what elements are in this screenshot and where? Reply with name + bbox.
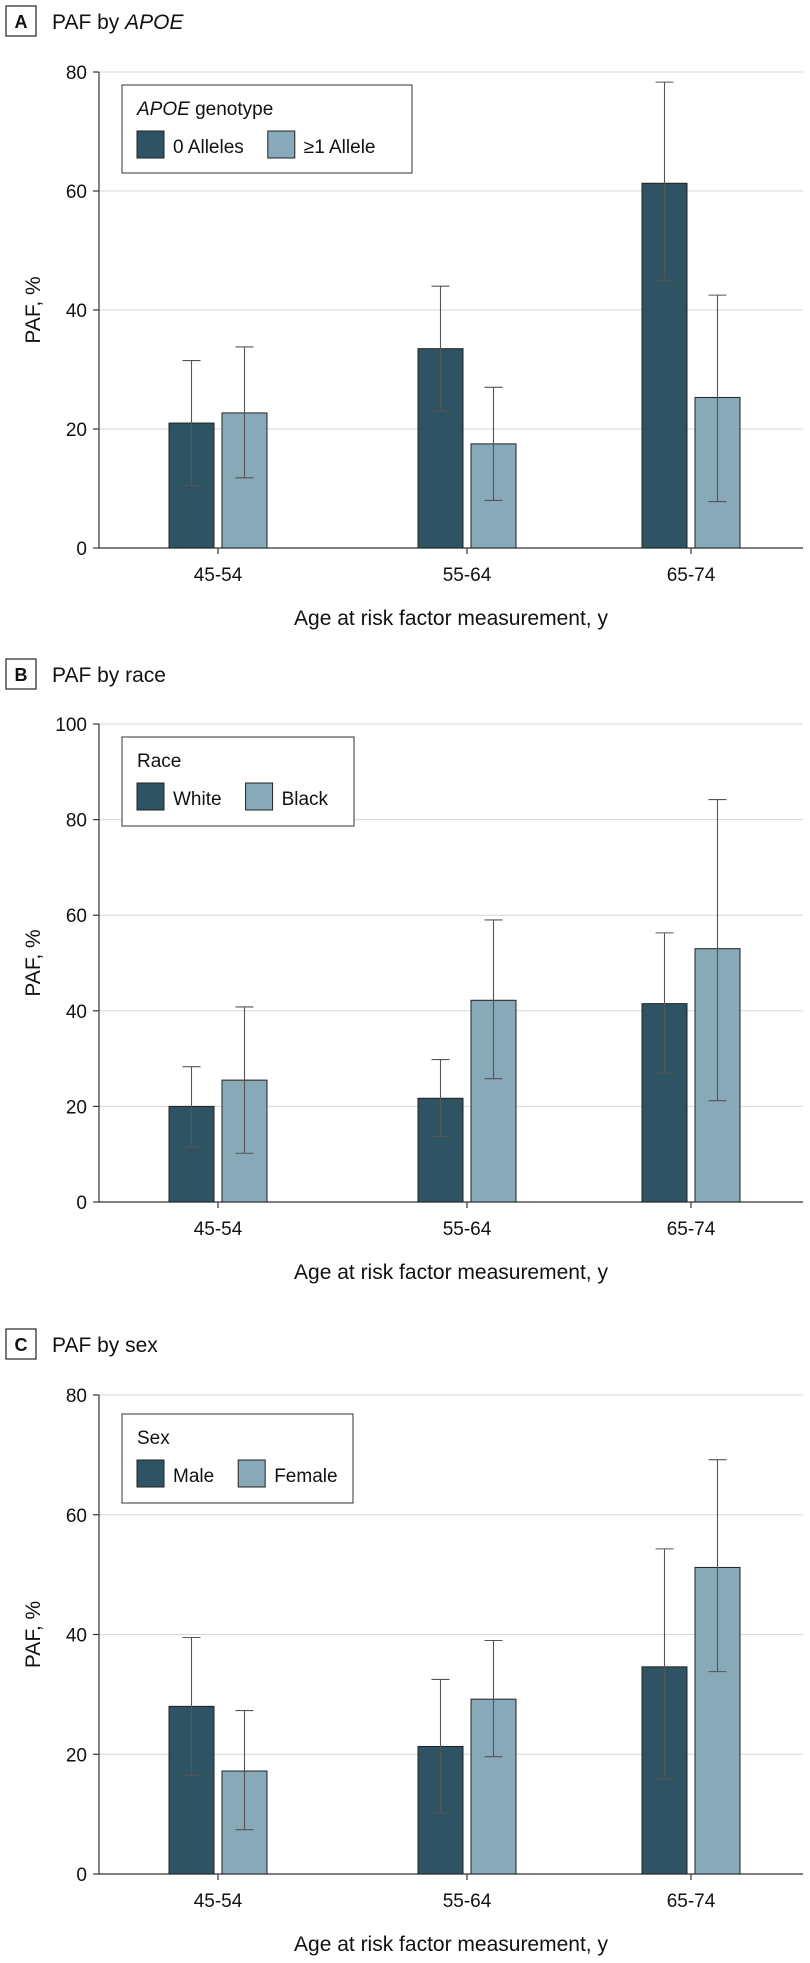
legend-title-suffix: genotype xyxy=(190,99,273,120)
legend-entry: Male xyxy=(173,1466,214,1487)
y-tick-label: 40 xyxy=(66,1002,87,1023)
legend-title: APOE genotype xyxy=(136,99,273,120)
panel-title: PAF by APOE xyxy=(52,11,184,34)
panel-letter: C xyxy=(15,1335,28,1355)
panel-title-italic: APOE xyxy=(123,11,184,34)
error-bar xyxy=(484,1639,503,1758)
y-axis-label: PAF, % xyxy=(22,929,45,996)
legend: Race White Black xyxy=(121,736,355,827)
error-bar xyxy=(484,386,503,501)
legend-swatch xyxy=(136,782,165,811)
x-tick-label: 55-64 xyxy=(443,1891,492,1912)
panel-letter: B xyxy=(15,665,28,685)
y-tick-label: 80 xyxy=(66,63,87,84)
legend-title: Sex xyxy=(137,1428,170,1449)
error-bar xyxy=(655,81,674,281)
error-bar xyxy=(182,360,201,487)
error-bar xyxy=(431,1678,450,1814)
panel-title: PAF by sex xyxy=(52,1334,158,1357)
y-tick-label: 80 xyxy=(66,1386,87,1407)
error-bar xyxy=(431,285,450,412)
x-tick-label: 55-64 xyxy=(443,1219,492,1240)
legend-title-italic: APOE xyxy=(136,99,190,120)
x-tick-label: 65-74 xyxy=(667,1219,716,1240)
panel-title-text: PAF by xyxy=(52,11,125,34)
legend-box xyxy=(121,1413,354,1504)
x-tick-label: 65-74 xyxy=(667,1891,716,1912)
legend-box xyxy=(121,84,413,174)
panel-letter-box xyxy=(5,1328,37,1360)
legend-entry: 0 Alleles xyxy=(173,137,244,158)
x-tick-label: 45-54 xyxy=(194,1219,243,1240)
legend-box xyxy=(121,736,355,827)
legend-swatch xyxy=(237,1459,266,1488)
y-tick-label: 20 xyxy=(66,1745,87,1766)
y-tick-label: 60 xyxy=(66,906,87,927)
legend-swatch xyxy=(267,130,296,159)
x-tick-label: 45-54 xyxy=(194,1891,243,1912)
y-tick-label: 0 xyxy=(76,1193,87,1214)
y-tick-label: 20 xyxy=(66,420,87,441)
error-bar xyxy=(708,1459,727,1673)
panel-C: C PAF by sex 0 20 40 60 80 PAF, % 45-54 55-64 65-7… xyxy=(5,1328,803,1956)
y-tick-label: 60 xyxy=(66,1506,87,1527)
y-tick-label: 40 xyxy=(66,1626,87,1647)
error-bar xyxy=(431,1059,450,1138)
error-bar xyxy=(655,1548,674,1780)
x-axis-label: Age at risk factor measurement, y xyxy=(294,1261,608,1284)
legend-title-text: Sex xyxy=(137,1428,170,1449)
error-bar xyxy=(235,346,254,479)
y-axis-label: PAF, % xyxy=(22,1601,45,1668)
y-tick-label: 0 xyxy=(76,539,87,560)
error-bar xyxy=(484,919,503,1080)
legend-title-text: Race xyxy=(137,751,181,772)
panel-title-text: PAF by sex xyxy=(52,1334,158,1357)
y-axis-label: PAF, % xyxy=(22,276,45,343)
error-bar xyxy=(708,294,727,503)
y-tick-label: 0 xyxy=(76,1865,87,1886)
legend-swatch xyxy=(136,130,165,159)
y-tick-label: 100 xyxy=(55,715,87,736)
x-axis-label: Age at risk factor measurement, y xyxy=(294,1933,608,1956)
legend-entry: White xyxy=(173,789,222,810)
panel-title: PAF by race xyxy=(52,664,166,687)
error-bar xyxy=(235,1006,254,1154)
legend-entry: Female xyxy=(274,1466,337,1487)
panel-B: B PAF by race 0 20 40 60 80 100 PAF, % 45-54 55-64… xyxy=(5,658,803,1284)
x-axis-label: Age at risk factor measurement, y xyxy=(294,607,608,630)
legend-entry: ≥1 Allele xyxy=(304,137,376,158)
error-bar xyxy=(655,932,674,1074)
legend: APOE genotype 0 Alleles ≥1 Allele xyxy=(121,84,413,174)
y-tick-label: 20 xyxy=(66,1097,87,1118)
x-tick-label: 45-54 xyxy=(194,565,243,586)
x-tick-label: 65-74 xyxy=(667,565,716,586)
error-bar xyxy=(235,1709,254,1831)
panel-title-text: PAF by race xyxy=(52,664,166,687)
legend-swatch xyxy=(136,1459,165,1488)
legend-title: Race xyxy=(137,751,181,772)
panel-letter-box xyxy=(5,658,37,690)
y-tick-label: 40 xyxy=(66,301,87,322)
panel-letter-box xyxy=(5,5,37,37)
legend-entry: Black xyxy=(282,789,329,810)
panel-letter: A xyxy=(15,12,28,32)
error-bar xyxy=(708,798,727,1102)
error-bar xyxy=(182,1636,201,1776)
panel-A: A PAF by APOE 0 20 40 60 80 PAF, % 45-54 55-64 65-… xyxy=(5,5,803,630)
x-tick-label: 55-64 xyxy=(443,565,492,586)
y-tick-label: 80 xyxy=(66,811,87,832)
y-tick-label: 60 xyxy=(66,182,87,203)
legend-swatch xyxy=(245,782,274,811)
error-bar xyxy=(182,1066,201,1148)
